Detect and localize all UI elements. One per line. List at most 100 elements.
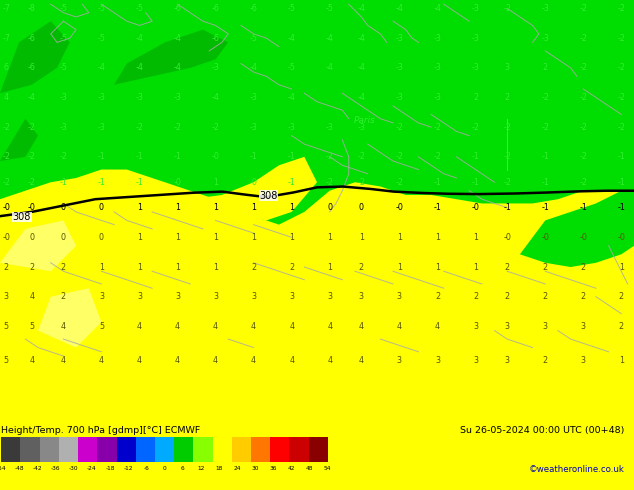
Text: -3: -3 [396,34,403,43]
Text: -3: -3 [250,93,257,102]
Text: -2: -2 [472,122,479,132]
Text: -4: -4 [358,34,365,43]
Text: 4: 4 [213,356,218,365]
Text: 18: 18 [216,466,223,470]
Text: 1: 1 [619,356,624,365]
Text: -3: -3 [136,93,143,102]
Text: -0: -0 [618,233,625,242]
Text: 3: 3 [473,322,478,331]
Text: -0: -0 [28,203,36,212]
Text: -3: -3 [396,93,403,102]
Text: 1: 1 [289,203,294,212]
Text: -3: -3 [358,122,365,132]
Text: -2: -2 [579,122,587,132]
Polygon shape [0,119,38,161]
Text: -2: -2 [358,152,365,161]
Text: 1: 1 [175,233,180,242]
Text: 0: 0 [99,233,104,242]
Bar [1,437,20,462]
Text: 1: 1 [99,263,104,271]
Text: -2: -2 [579,34,587,43]
Text: -1: -1 [98,178,105,187]
Text: 3: 3 [137,292,142,301]
Text: 2: 2 [619,292,624,301]
Text: 2: 2 [581,263,586,271]
Text: 3: 3 [359,292,364,301]
Text: -6: -6 [143,466,149,470]
Text: 4: 4 [327,356,332,365]
Text: -3: -3 [212,63,219,73]
Text: -4: -4 [250,63,257,73]
Text: -3: -3 [174,93,181,102]
Text: 3: 3 [505,63,510,73]
Text: 0: 0 [29,233,34,242]
Text: -3: -3 [396,63,403,73]
Text: -4: -4 [326,63,333,73]
Text: -4: -4 [358,4,365,13]
Text: 0: 0 [61,233,66,242]
Text: 2: 2 [505,93,510,102]
Text: 1: 1 [213,203,218,212]
Text: 4: 4 [137,322,142,331]
Text: -2: -2 [434,122,441,132]
Bar [136,437,155,462]
Text: 2: 2 [251,263,256,271]
Text: 1: 1 [435,263,440,271]
Text: 1: 1 [251,203,256,212]
Text: -2: -2 [396,178,403,187]
Text: -3: -3 [434,34,441,43]
Text: 5: 5 [4,356,9,365]
Bar [232,437,251,462]
Text: 308: 308 [259,191,277,201]
Text: 4: 4 [4,93,9,102]
Text: -1: -1 [98,152,105,161]
Text: -6: -6 [28,34,36,43]
Text: -4: -4 [98,63,105,73]
Text: 3: 3 [505,356,510,365]
Text: -3: -3 [250,122,257,132]
Text: -30: -30 [69,466,79,470]
Bar [59,437,78,462]
Text: -3: -3 [434,93,441,102]
Text: -2: -2 [174,122,181,132]
Text: -2: -2 [579,4,587,13]
Text: -6: -6 [250,4,257,13]
Text: 2: 2 [543,356,548,365]
Text: -5: -5 [326,4,333,13]
Text: -2: -2 [60,152,67,161]
Text: -5: -5 [136,4,143,13]
Text: 0: 0 [359,203,364,212]
Text: 1: 1 [289,233,294,242]
Text: -4: -4 [212,93,219,102]
Text: 2: 2 [505,263,510,271]
Text: -0: -0 [541,233,549,242]
Text: 4: 4 [137,356,142,365]
Text: Su 26-05-2024 00:00 UTC (00+48): Su 26-05-2024 00:00 UTC (00+48) [460,426,624,435]
Text: -4: -4 [288,34,295,43]
Text: 5: 5 [29,322,34,331]
Text: ©weatheronline.co.uk: ©weatheronline.co.uk [529,465,624,474]
Text: 2: 2 [543,263,548,271]
Bar [212,437,232,462]
Text: 3: 3 [175,292,180,301]
Text: -7: -7 [3,34,10,43]
Text: 4: 4 [359,322,364,331]
Text: 1: 1 [137,233,142,242]
Polygon shape [0,0,634,224]
Text: 36: 36 [269,466,277,470]
Text: -2: -2 [358,178,365,187]
Text: -2: -2 [136,122,143,132]
Text: -5: -5 [250,34,257,43]
Text: -2: -2 [28,152,36,161]
Text: 1: 1 [213,178,218,187]
Text: -0: -0 [250,178,257,187]
Text: 30: 30 [252,466,259,470]
Text: 3: 3 [543,322,548,331]
Text: -1: -1 [472,152,479,161]
Text: -3: -3 [98,93,105,102]
Polygon shape [190,157,317,220]
Text: -24: -24 [87,466,97,470]
Text: 2: 2 [359,263,364,271]
Text: 4: 4 [251,356,256,365]
Text: -4: -4 [326,34,333,43]
